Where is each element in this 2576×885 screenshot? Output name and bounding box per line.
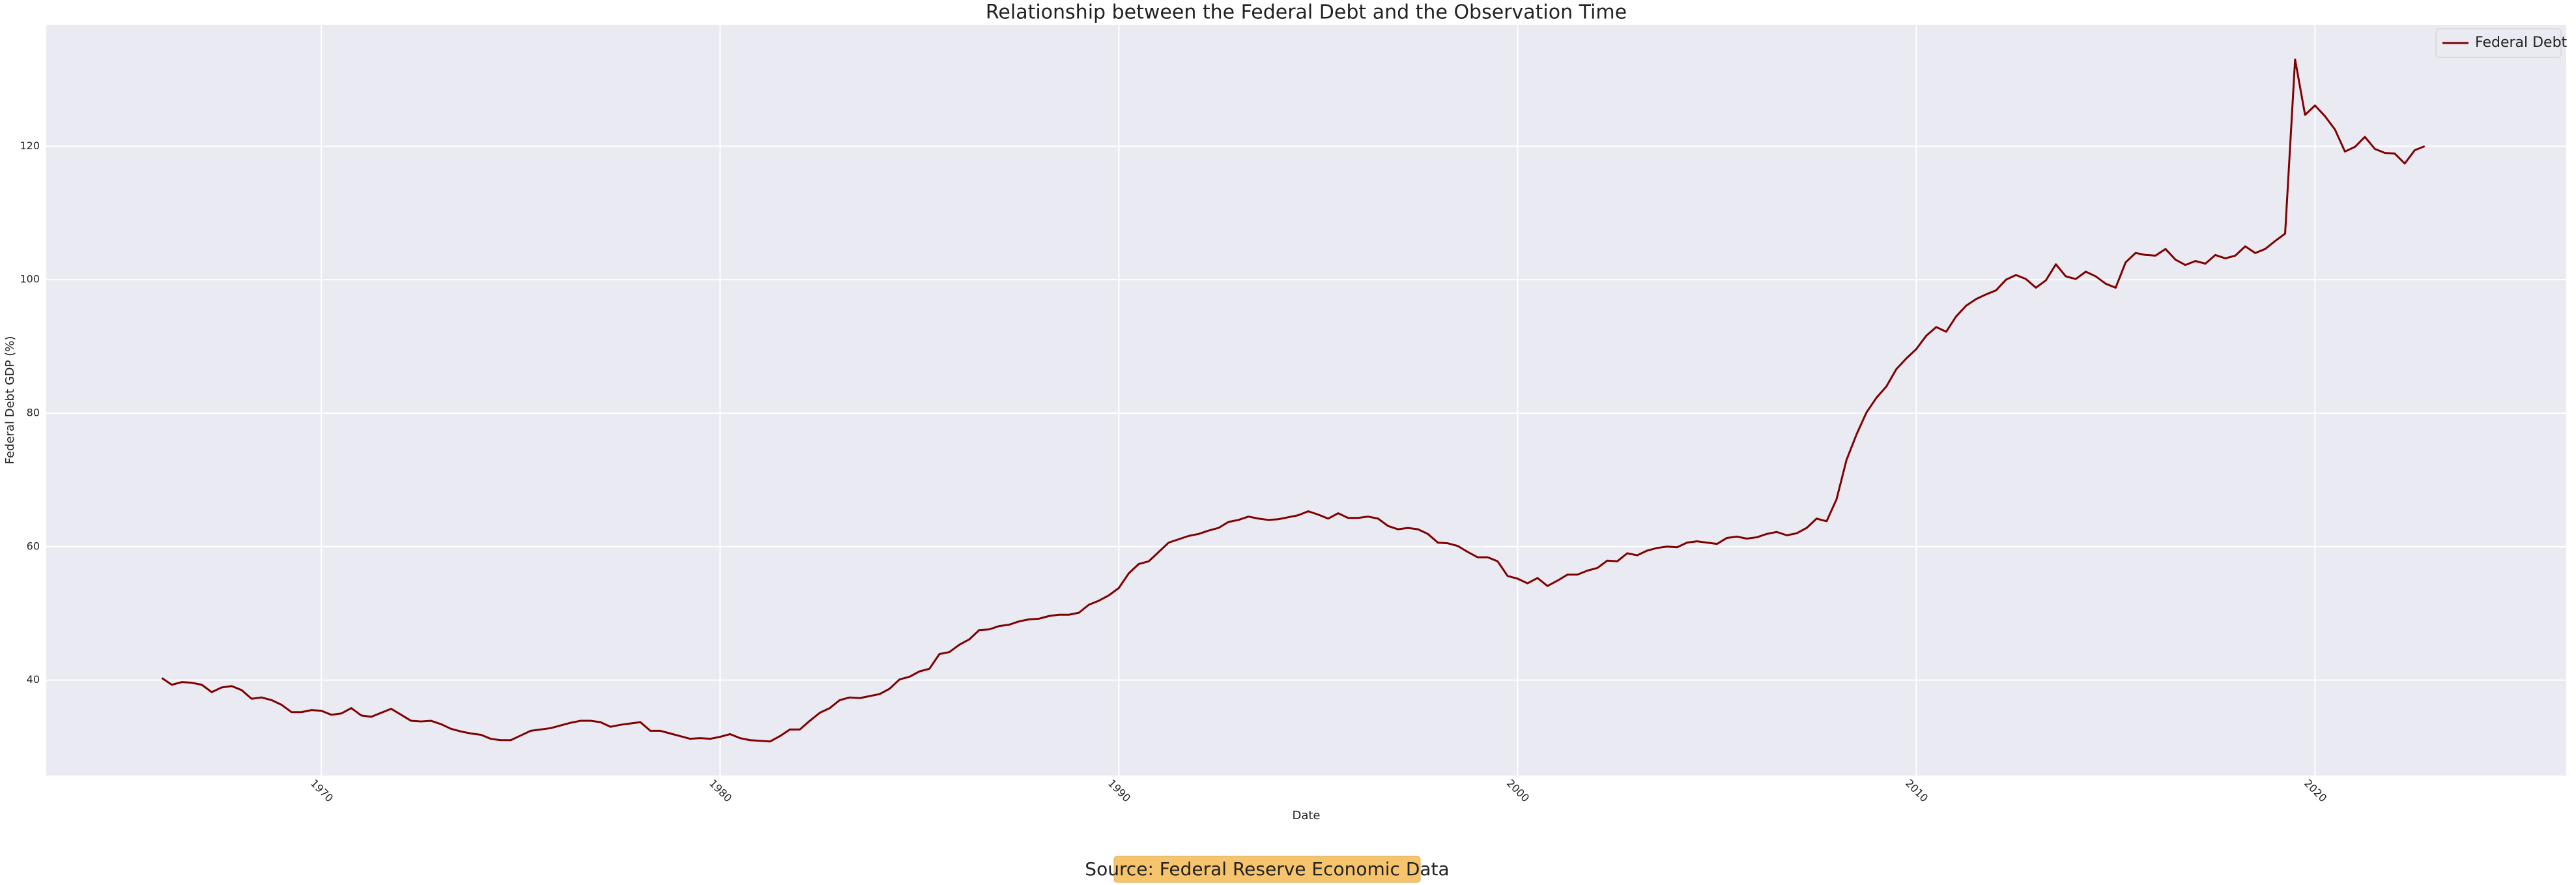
grid	[46, 25, 2566, 776]
legend-box	[2435, 28, 2562, 58]
data-line	[161, 58, 2426, 743]
legend-label: Federal Debt	[2475, 35, 2568, 51]
x-tick-label: 1990	[1106, 777, 1133, 804]
x-tick-label: 2010	[1903, 777, 1930, 804]
y-tick-label: 60	[27, 540, 40, 552]
y-tick-label: 100	[20, 273, 40, 285]
y-tick-label: 40	[27, 673, 40, 686]
x-tick-label: 1970	[308, 777, 336, 804]
y-tick-label: 120	[20, 139, 40, 152]
chart-title: Relationship between the Federal Debt an…	[986, 1, 1627, 24]
x-tick-label: 1980	[707, 777, 734, 804]
annotation: Source: Federal Reserve Economic Data	[1085, 858, 1449, 880]
plot-area	[46, 25, 2566, 776]
x-tick-label: 2000	[1504, 777, 1532, 804]
y-tick-label: 80	[27, 406, 40, 418]
x-tick-label: 2020	[2302, 777, 2329, 804]
y-axis-label: Federal Debt GDP (%)	[3, 336, 17, 465]
x-axis-label: Date	[1292, 809, 1320, 822]
annotation-box	[1113, 856, 1421, 883]
